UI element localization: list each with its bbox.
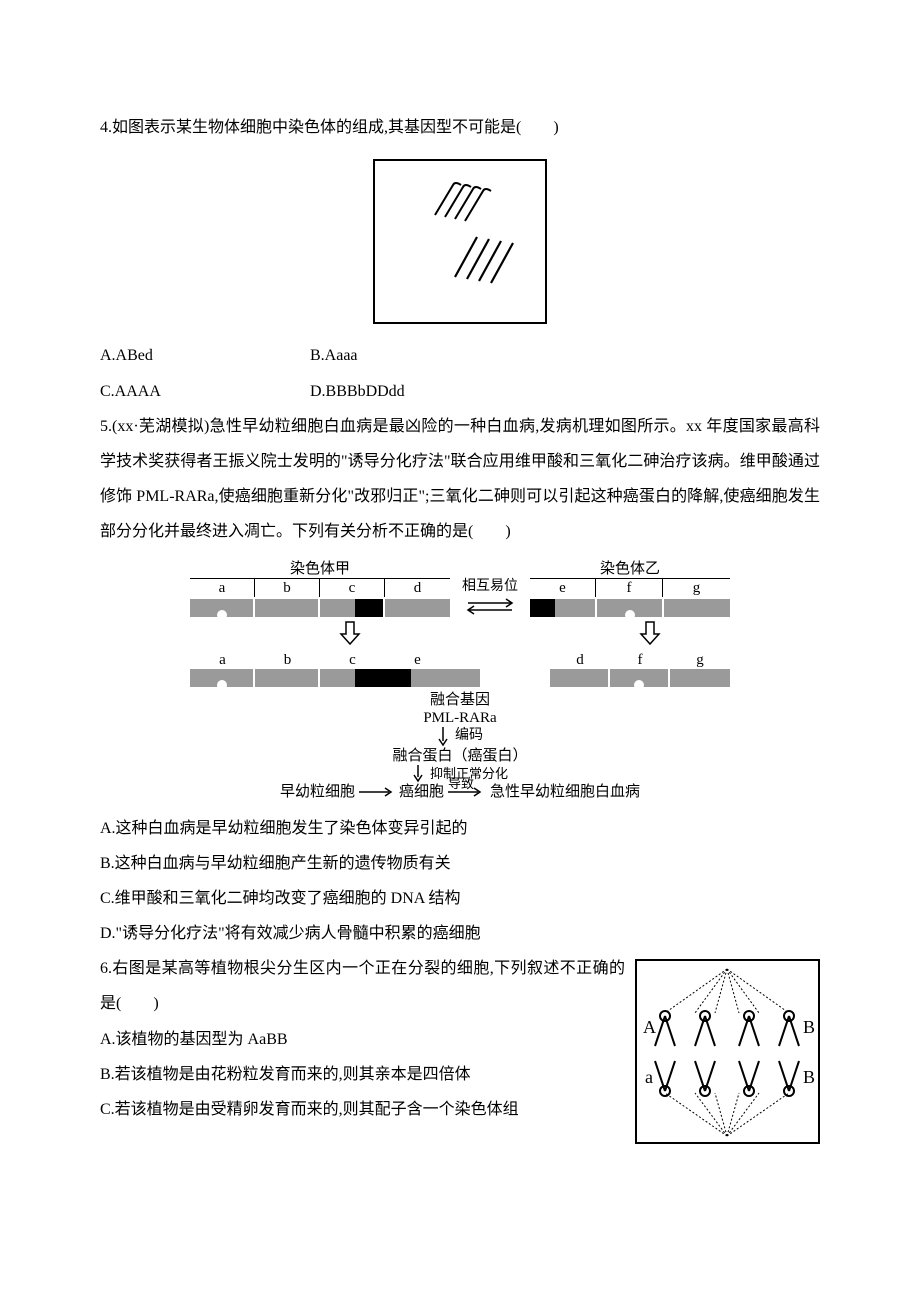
q4-options-row1: A.ABed B.Aaaa: [100, 338, 820, 373]
seg-label: b: [255, 651, 320, 669]
fig3-label-A: A: [643, 1017, 656, 1037]
cell-early: 早幼粒细胞: [280, 783, 355, 801]
seg-label: g: [670, 651, 730, 669]
q4-option-c: C.AAAA: [100, 374, 310, 409]
fig3-label-B-top: B: [803, 1017, 815, 1037]
seg-label: f: [596, 579, 663, 597]
centromere-icon: [217, 680, 227, 690]
chrom-bar-bot-right: [550, 669, 730, 687]
q5-option-b: B.这种白血病与早幼粒细胞产生新的遗传物质有关: [100, 846, 820, 881]
fig2-title-left: 染色体甲: [190, 560, 450, 578]
fusion-gene-name: PML-RARa: [190, 709, 730, 727]
q4-stem: 4.如图表示某生物体细胞中染色体的组成,其基因型不可能是( ): [100, 110, 820, 145]
down-line-arrow-icon: [412, 765, 424, 783]
q5-option-c: C.维甲酸和三氧化二砷均改变了癌细胞的 DNA 结构: [100, 881, 820, 916]
q4-option-b: B.Aaaa: [310, 338, 820, 373]
down-line-arrow-icon: [437, 727, 449, 747]
chrom-bar-bot-left: [190, 669, 480, 687]
q5-stem: 5.(xx·芜湖模拟)急性早幼粒细胞白血病是最凶险的一种白血病,发病机理如图所示…: [100, 409, 820, 550]
seg-label: f: [610, 651, 670, 669]
seg-label: c: [320, 651, 385, 669]
q4-option-d: D.BBBbDDdd: [310, 374, 820, 409]
figure3: A B a B: [635, 959, 820, 1144]
q5-option-a: A.这种白血病是早幼粒细胞发生了染色体变异引起的: [100, 811, 820, 846]
down-arrow-icon: [339, 620, 361, 646]
q5-option-d: D."诱导分化疗法"将有效减少病人骨髓中积累的癌细胞: [100, 916, 820, 951]
seg-label: a: [190, 579, 255, 597]
seg-label: d: [550, 651, 610, 669]
seg-label: d: [385, 579, 450, 597]
fig3-label-a: a: [645, 1067, 653, 1087]
seg-label: g: [663, 579, 730, 597]
fig3-label-B-bot: B: [803, 1067, 815, 1087]
centromere-icon: [625, 610, 635, 620]
cause-label: 导致: [448, 776, 474, 792]
q4-options-row2: C.AAAA D.BBBbDDdd: [100, 374, 820, 409]
seg-label: e: [385, 651, 450, 669]
fusion-gene-label: 融合基因: [190, 691, 730, 709]
cell-cancer: 癌细胞: [399, 783, 444, 801]
fusion-protein: 融合蛋白（癌蛋白）: [190, 747, 730, 765]
q4-option-a: A.ABed: [100, 338, 310, 373]
down-arrow-icon: [639, 620, 661, 646]
chromosome-set-icon: [395, 175, 525, 295]
figure1-box: [373, 159, 547, 324]
right-arrow-icon: [357, 786, 397, 798]
seg-label: c: [320, 579, 385, 597]
chrom-bar-top-right: [530, 599, 730, 617]
translocation-label: 相互易位: [450, 579, 530, 596]
seg-label: a: [190, 651, 255, 669]
centromere-icon: [634, 680, 644, 690]
disease: 急性早幼粒细胞白血病: [490, 783, 640, 801]
fig2-title-right: 染色体乙: [530, 560, 730, 578]
q6-block: A B a B 6.右图是某高等植物根尖分生区内一个正在分裂的细胞,下列叙述不正…: [100, 951, 820, 1144]
mitosis-cell-icon: A B a B: [637, 961, 818, 1142]
centromere-icon: [217, 610, 227, 620]
double-arrow-icon: [460, 597, 520, 615]
encode-label: 编码: [455, 728, 483, 745]
seg-label: b: [255, 579, 320, 597]
figure2: 染色体甲 染色体乙 a b c d 相互易位 e f g: [190, 560, 730, 801]
seg-label: e: [530, 579, 596, 597]
chrom-bar-top-left: [190, 599, 450, 617]
figure1-wrap: [100, 159, 820, 324]
